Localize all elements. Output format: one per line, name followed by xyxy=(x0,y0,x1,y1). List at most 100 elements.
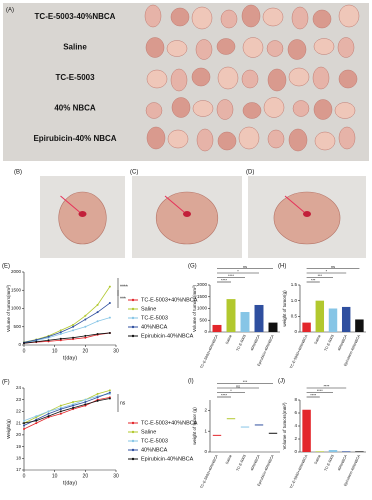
point xyxy=(84,314,87,317)
x-tick-label: TC-E-5003 xyxy=(324,454,335,472)
y-tick-label: 0 xyxy=(294,449,297,454)
bar xyxy=(341,306,351,332)
significance-label: *** xyxy=(243,380,248,384)
row-label: TC-E-5003 xyxy=(55,73,95,82)
legend-marker xyxy=(131,448,135,452)
tumor-blob xyxy=(314,131,336,151)
x-tick-label: 10 xyxy=(52,348,58,354)
significance-label: **** xyxy=(120,284,128,290)
tumor-blob xyxy=(146,126,166,150)
panel-label: (C) xyxy=(130,170,138,176)
point xyxy=(84,336,87,339)
legend-marker xyxy=(131,325,135,329)
series-line xyxy=(23,317,110,344)
tumor-blob xyxy=(170,68,188,92)
point xyxy=(96,399,99,402)
significance-label: * xyxy=(326,270,328,274)
x-axis-label: t(day) xyxy=(63,480,77,486)
tumor-blob xyxy=(216,38,236,55)
bar xyxy=(355,451,364,452)
x-tick-label: 0 xyxy=(23,348,26,354)
legend-marker xyxy=(131,421,135,425)
x-tick-label: 10 xyxy=(52,473,58,479)
bar xyxy=(302,322,311,332)
y-tick-label: 500 xyxy=(13,324,21,329)
specimen xyxy=(58,191,107,245)
panel-label: (B) xyxy=(14,170,22,176)
tumor-blob xyxy=(217,66,239,90)
tumor-blob xyxy=(170,7,190,27)
point xyxy=(72,329,75,332)
bar xyxy=(268,322,278,332)
x-tick-label: TC-E-5003+40%NBCA xyxy=(200,454,219,490)
tumor-blob xyxy=(171,97,191,118)
point xyxy=(96,396,99,399)
point xyxy=(23,428,25,430)
bar xyxy=(341,451,351,452)
specimen-spot xyxy=(183,211,191,217)
significance-label: ns xyxy=(243,265,247,269)
point xyxy=(23,422,25,425)
significance-label: *** xyxy=(311,279,316,283)
tumor-blob xyxy=(338,126,356,150)
x-tick-label: TC-E-5003 xyxy=(236,454,247,472)
x-tick-label: 40%NBCA xyxy=(250,334,261,352)
y-tick-label: 17 xyxy=(16,467,22,472)
point xyxy=(72,401,75,404)
point xyxy=(108,302,111,305)
bar xyxy=(355,319,364,332)
specimen-spot xyxy=(303,211,311,217)
row-label: TC-E-5003-40%NBCA xyxy=(35,12,116,21)
tumor-blob xyxy=(191,6,213,30)
legend-marker xyxy=(131,457,135,461)
bar xyxy=(328,308,338,332)
tumor-blob xyxy=(287,39,307,60)
y-tick-label: 1500 xyxy=(197,294,208,299)
bar xyxy=(315,451,325,452)
arrow xyxy=(284,195,305,213)
tumor-blob xyxy=(242,102,262,119)
point xyxy=(35,340,38,343)
y-tick-label: 6 xyxy=(294,410,297,415)
point xyxy=(72,338,75,341)
panel-label: (D) xyxy=(246,170,254,176)
tumor-blob xyxy=(220,9,238,29)
legend-marker xyxy=(131,307,135,311)
tumor-blob xyxy=(144,4,162,28)
point xyxy=(47,415,50,418)
tumor-blob xyxy=(145,37,165,58)
y-tick-label: 1500 xyxy=(11,287,22,292)
tumor-blob xyxy=(267,129,285,149)
arrow xyxy=(164,195,185,213)
significance-label: * xyxy=(230,389,232,393)
y-tick-label: 4 xyxy=(294,423,297,428)
x-tick-label: TC-E-5003+40%NBCA xyxy=(200,334,219,370)
y-tick-label: 0 xyxy=(18,342,21,347)
legend-label: Epirubicin-40%NBCA xyxy=(141,456,194,462)
point xyxy=(108,331,111,334)
x-tick-label: 40%NBCA xyxy=(337,454,348,472)
tumor-blob xyxy=(267,68,287,92)
point xyxy=(84,403,87,406)
point xyxy=(84,398,87,401)
point xyxy=(59,337,62,340)
bar xyxy=(212,324,222,332)
y-tick-label: 23 xyxy=(16,397,22,402)
tumor-blob xyxy=(145,102,163,119)
series-line xyxy=(23,389,110,424)
y-axis-label: weight of tumor(g) xyxy=(282,290,287,327)
y-tick-label: 2 xyxy=(204,408,207,413)
point xyxy=(96,392,99,395)
bar xyxy=(240,312,250,332)
significance-label: **** xyxy=(310,394,316,398)
point xyxy=(59,412,62,415)
panel-label: (J) xyxy=(278,379,285,385)
y-tick-label: 1 xyxy=(204,428,207,433)
y-tick-label: 0 xyxy=(204,329,207,334)
tumor-blob xyxy=(262,7,284,27)
x-axis-label: t(day) xyxy=(63,355,77,361)
bar xyxy=(254,304,264,332)
significance-label: ns xyxy=(120,400,126,406)
specimen xyxy=(155,191,219,245)
